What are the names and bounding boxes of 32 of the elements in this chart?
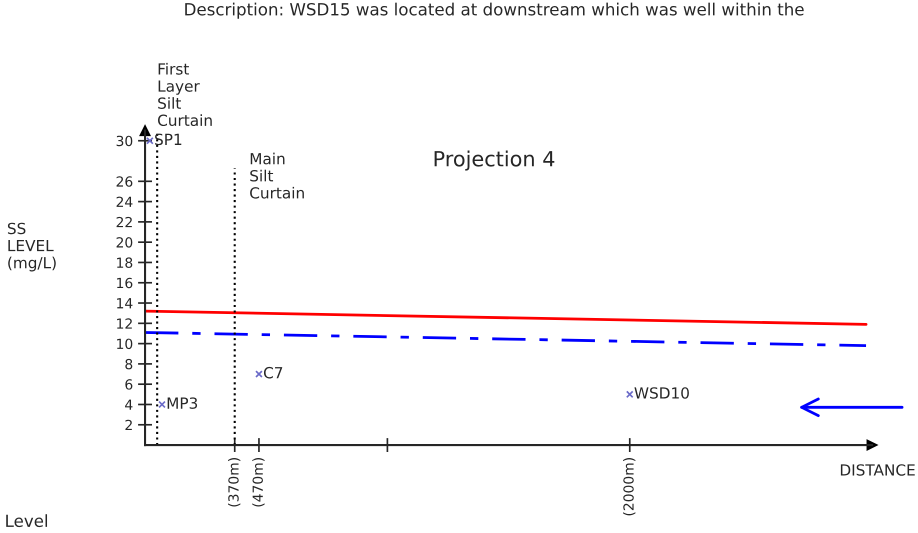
y-tick-label: 26 [116, 176, 132, 187]
text: Projection 4 [434, 150, 554, 171]
y-tick-label: 16 [117, 278, 132, 288]
point [626, 390, 634, 398]
point [255, 370, 263, 378]
y-tick-label: 6 [125, 379, 132, 390]
x-tick-label: (470m) [252, 458, 265, 507]
ref-line-label: Main Silt Curtain [250, 152, 304, 199]
point [158, 400, 166, 408]
y-tick-label: 18 [117, 257, 132, 268]
y-axis-title: SS LEVEL (mg/L) [8, 222, 56, 272]
y-tick-label: 24 [116, 196, 132, 207]
data-label: C7 [264, 366, 282, 378]
data-label: WSD10 [634, 387, 689, 399]
y-tick-label: 8 [125, 358, 132, 370]
y-tick-label: 14 [117, 298, 132, 308]
point [146, 136, 154, 145]
x-tick-label: (2000m) [623, 458, 636, 516]
text: Description: WSD15 was located at downstream which was well within the [185, 2, 804, 19]
y-tick-label: 20 [116, 237, 132, 248]
data-label: MP3 [168, 397, 198, 409]
y-tick-label: 4 [125, 400, 132, 410]
x-axis-title: DISTANCE [840, 464, 915, 476]
data-label: SP1 [155, 134, 182, 146]
y-tick-label: 30 [116, 136, 132, 146]
ref-line-label: First Layer Silt Curtain [158, 62, 212, 126]
x-tick-label: (370m) [228, 458, 240, 507]
y-tick-label: 10 [117, 338, 132, 350]
y-tick-label: 22 [116, 216, 132, 228]
text: Level [6, 514, 48, 528]
y-tick-label: 2 [125, 420, 132, 430]
y-tick-label: 12 [117, 318, 132, 329]
